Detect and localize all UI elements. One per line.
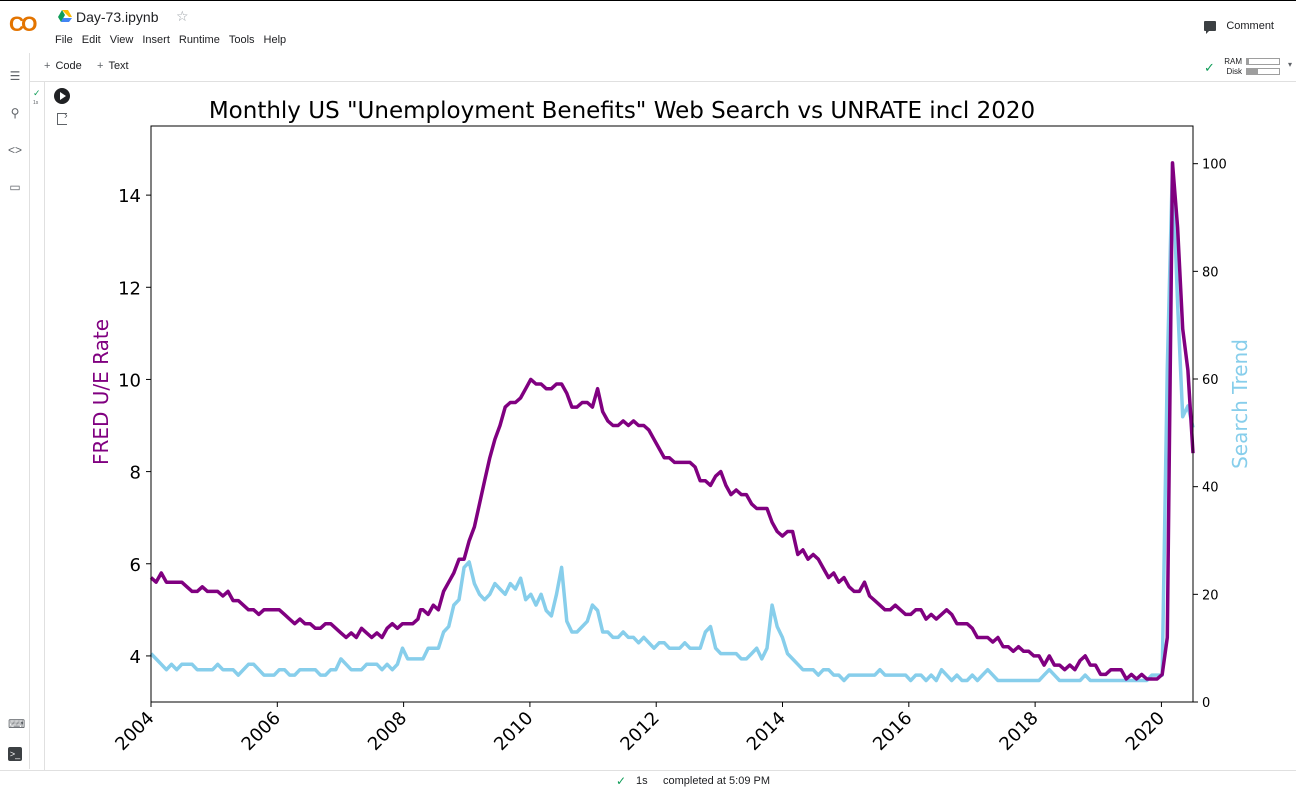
status-duration: 1s [636, 775, 648, 787]
disk-bar [1246, 67, 1280, 75]
axes-frame [150, 125, 1194, 703]
right-y-tick-label: 20 [1202, 588, 1219, 603]
output-menu-icon[interactable] [57, 110, 68, 125]
status-bar: ✓ 1s completed at 5:09 PM [0, 770, 1296, 791]
add-text-label: Text [108, 60, 129, 72]
add-code-label: Code [55, 60, 82, 72]
left-axis-label: FRED U/E Rate [89, 319, 113, 465]
chart-title: Monthly US "Unemployment Benefits" Web S… [209, 98, 1035, 124]
status-completed: completed at 5:09 PM [663, 775, 771, 787]
connected-check-icon: ✓ [1204, 60, 1215, 75]
chart-output: Monthly US "Unemployment Benefits" Web S… [89, 98, 1252, 755]
left-y-tick-label: 4 [130, 647, 141, 668]
cell-gutter [30, 82, 45, 770]
menu-view[interactable]: View [109, 34, 134, 46]
x-tick-label: 2020 [1122, 708, 1169, 755]
unrate-series-line [149, 161, 1195, 681]
command-palette-icon[interactable]: ⌨ [8, 717, 26, 731]
ram-bar [1246, 57, 1280, 65]
right-y-tick-label: 80 [1202, 265, 1219, 280]
x-tick-label: 2010 [490, 708, 537, 755]
plus-icon: + [44, 60, 51, 72]
star-icon[interactable]: ☆ [176, 8, 189, 24]
x-tick-label: 2014 [743, 708, 790, 755]
menu-insert[interactable]: Insert [142, 34, 170, 46]
folder-icon[interactable]: ▭ [9, 180, 21, 194]
cell-exec-time: 1s [33, 100, 39, 106]
right-y-tick-label: 60 [1202, 373, 1219, 388]
left-y-tick-label: 10 [118, 370, 141, 391]
comment-label: Comment [1226, 20, 1274, 32]
x-tick-label: 2004 [111, 708, 158, 755]
left-sidebar: ☰ ⚲ <> ▭ ⌨ >_ [0, 53, 30, 769]
table-of-contents-icon[interactable]: ☰ [9, 69, 21, 83]
right-axis-label: Search Trend [1228, 339, 1252, 469]
left-y-tick-label: 12 [118, 278, 141, 299]
x-tick-label: 2016 [869, 708, 916, 755]
status-check-icon: ✓ [616, 774, 627, 788]
left-y-tick-label: 8 [130, 463, 141, 484]
cell-success-icon: ✓ [33, 88, 41, 98]
search-icon[interactable]: ⚲ [10, 106, 20, 120]
menu-runtime[interactable]: Runtime [178, 34, 220, 46]
comment-button[interactable]: Comment [1204, 20, 1274, 34]
x-tick-label: 2006 [238, 708, 285, 755]
ram-bar-fill [1247, 58, 1249, 64]
menu-bar: File Edit View Insert Runtime Tools Help [55, 34, 295, 46]
menu-edit[interactable]: Edit [81, 34, 101, 46]
menu-help[interactable]: Help [263, 34, 287, 46]
chevron-down-icon[interactable]: ▾ [1287, 60, 1292, 69]
disk-bar-fill [1247, 68, 1259, 74]
search-trend-series-line [149, 161, 1195, 683]
add-code-button[interactable]: + Code [44, 60, 82, 72]
code-snippets-icon[interactable]: <> [8, 143, 23, 157]
notebook-title[interactable]: Day-73.ipynb [76, 9, 159, 25]
ram-label: RAM [1224, 56, 1242, 66]
terminal-icon[interactable]: >_ [8, 747, 22, 761]
colab-logo[interactable]: CO [9, 13, 37, 36]
comment-icon [1204, 21, 1217, 34]
left-y-tick-label: 6 [130, 555, 141, 576]
left-y-tick-label: 14 [118, 186, 141, 207]
menu-tools[interactable]: Tools [228, 34, 255, 46]
disk-label: Disk [1226, 66, 1242, 76]
plus-icon: + [97, 60, 104, 72]
resource-indicator[interactable]: ✓ RAM Disk ▾ [1204, 56, 1292, 76]
x-tick-label: 2012 [617, 708, 664, 755]
top-bar: CO Day-73.ipynb ☆ File Edit View Insert … [0, 0, 1296, 54]
menu-file[interactable]: File [55, 34, 73, 46]
notebook-toolbar: + Code + Text ✓ RAM Disk ▾ [30, 53, 1296, 82]
google-drive-icon [58, 10, 72, 22]
right-y-tick-label: 40 [1202, 481, 1219, 496]
run-cell-button[interactable] [54, 88, 70, 104]
x-tick-label: 2008 [364, 708, 411, 755]
add-text-button[interactable]: + Text [97, 60, 129, 72]
right-y-tick-label: 100 [1202, 158, 1227, 173]
plot-area: 2004 2006 2008 2010 2012 2014 2016 2018 20204681… [111, 125, 1227, 755]
x-tick-label: 2018 [995, 708, 1042, 755]
right-y-tick-label: 0 [1202, 696, 1210, 711]
